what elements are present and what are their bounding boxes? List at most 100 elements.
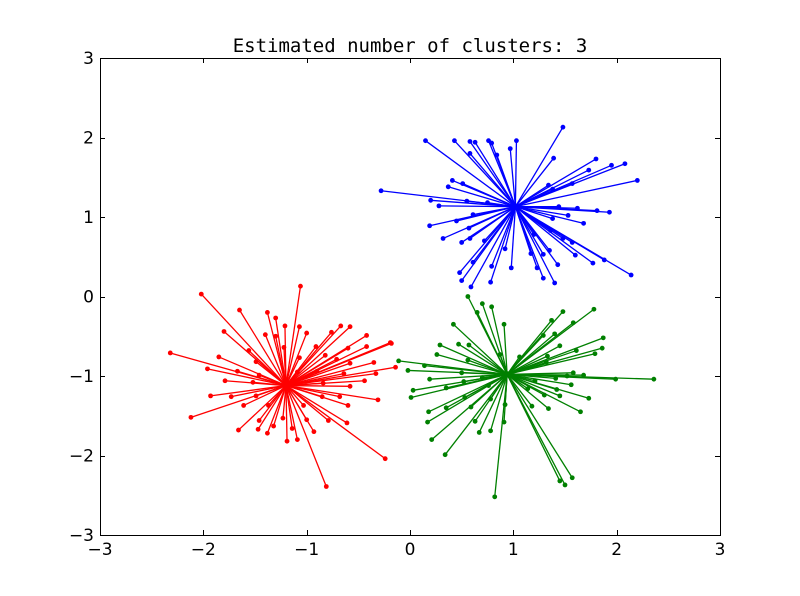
cluster-1-link — [514, 126, 564, 207]
cluster-3-link — [476, 312, 508, 375]
cluster-3-point — [554, 387, 560, 392]
cluster-2-point — [344, 420, 350, 426]
cluster-3-point — [474, 310, 480, 315]
cluster-1-link — [515, 206, 569, 217]
cluster-3-link — [436, 353, 508, 376]
cluster-3-point — [488, 396, 493, 402]
cluster-1-link — [425, 140, 516, 208]
chart-title: Estimated number of clusters: 3 — [233, 35, 588, 57]
cluster-2-point — [281, 344, 287, 350]
cluster-2-link — [285, 362, 351, 387]
cluster-3-point — [427, 376, 433, 382]
cluster-3-point — [586, 395, 592, 401]
cluster-1-link — [462, 183, 516, 208]
cluster-2-point — [319, 394, 325, 400]
cluster-3-link — [490, 306, 508, 375]
cluster-3-point — [410, 387, 416, 393]
cluster-2-point — [304, 417, 310, 423]
cluster-2-point — [262, 332, 268, 338]
cluster-3-point — [592, 351, 598, 357]
cluster-2-point — [364, 344, 369, 349]
cluster-2-point — [256, 418, 262, 423]
cluster-1-link — [461, 206, 516, 281]
cluster-1-point — [634, 178, 640, 183]
cluster-2-point — [334, 356, 340, 362]
cluster-3-point — [553, 375, 559, 381]
cluster-2-point — [325, 418, 331, 423]
cluster-3-point — [486, 383, 491, 388]
cluster-3-point — [492, 494, 498, 500]
cluster-1-link — [509, 148, 517, 207]
cluster-2-point — [375, 397, 381, 403]
cluster-1-point — [547, 247, 552, 253]
cluster-1-point — [514, 138, 519, 144]
cluster-3-point — [479, 375, 485, 380]
cluster-3-link — [444, 374, 508, 456]
cluster-2-point — [265, 430, 270, 436]
cluster-1-link — [491, 206, 517, 267]
cluster-2-point — [304, 330, 310, 336]
cluster-2-link — [258, 374, 287, 387]
cluster-2-link — [285, 385, 288, 442]
cluster-2-point — [273, 333, 279, 339]
cluster-2-point — [320, 380, 326, 386]
cluster-1-point — [482, 238, 487, 244]
cluster-2-point — [284, 438, 290, 444]
cluster-2-link — [238, 309, 287, 386]
cluster-1-point — [540, 275, 546, 281]
cluster-2-point — [216, 354, 222, 360]
cluster-1-point — [459, 278, 465, 283]
cluster-2-point — [271, 423, 276, 429]
cluster-1-point — [622, 161, 628, 167]
cluster-1-point — [552, 280, 558, 286]
cluster-1-link — [469, 152, 516, 208]
cluster-1-point — [628, 272, 634, 278]
cluster-1-point — [502, 246, 508, 252]
cluster-3-point — [560, 309, 566, 315]
cluster-2-point — [362, 378, 367, 384]
cluster-3-point — [525, 386, 531, 392]
cluster-3-point — [468, 404, 474, 410]
cluster-3-point — [578, 409, 583, 415]
cluster-3-point — [541, 392, 547, 398]
cluster-3-point — [396, 358, 402, 364]
cluster-1-link — [438, 205, 516, 208]
y-tick-label: 3 — [83, 49, 94, 69]
cluster-3-link — [467, 359, 508, 376]
cluster-1-link — [515, 184, 549, 208]
cluster-2-link — [285, 385, 386, 460]
cluster-1-point — [440, 236, 446, 241]
cluster-3-link — [506, 374, 566, 486]
cluster-3-point — [472, 418, 478, 424]
cluster-3-point — [557, 393, 563, 399]
cluster-3-point — [465, 357, 471, 363]
cluster-1-point — [378, 188, 384, 194]
y-tick-label: 2 — [83, 129, 94, 149]
cluster-2-link — [285, 326, 301, 386]
cluster-2-link — [237, 370, 287, 387]
cluster-1-point — [534, 265, 540, 271]
cluster-2-point — [347, 383, 353, 389]
cluster-1-link — [496, 154, 517, 207]
cluster-3-link — [506, 353, 596, 376]
cluster-3-point — [425, 419, 430, 425]
cluster-2-point — [345, 345, 351, 351]
cluster-2-link — [285, 354, 326, 387]
cluster-3-link — [506, 356, 521, 375]
cluster-3-point — [552, 331, 558, 337]
cluster-2-link — [285, 366, 396, 387]
cluster-2-link — [210, 384, 287, 397]
cluster-3-link — [452, 323, 508, 375]
cluster-3-point — [459, 370, 465, 376]
cluster-2-point — [347, 324, 353, 330]
cluster-3-link — [424, 365, 508, 376]
cluster-2-point — [228, 394, 234, 400]
y-tick-label: −1 — [69, 367, 94, 387]
cluster-2-link — [285, 384, 351, 387]
cluster-3-point — [599, 345, 605, 351]
cluster-2-link — [243, 384, 287, 407]
cluster-3-point — [557, 343, 563, 349]
cluster-2-point — [311, 429, 317, 435]
cluster-2-link — [200, 293, 287, 386]
cluster-3-point — [405, 368, 411, 373]
